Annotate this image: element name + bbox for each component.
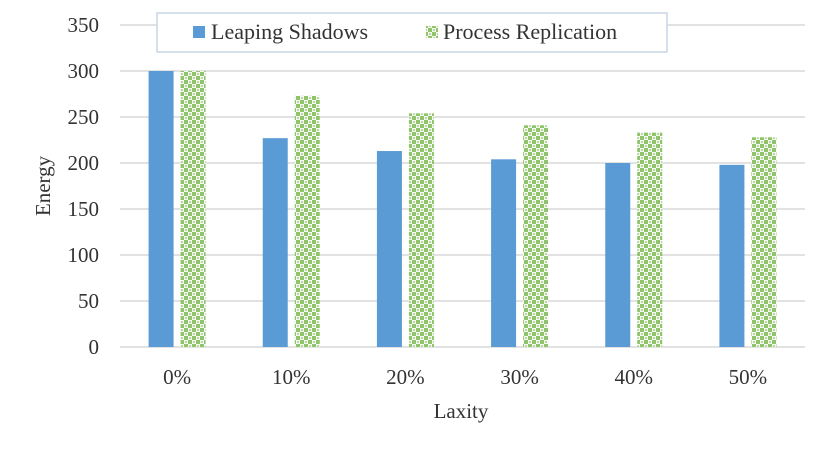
y-tick-label: 200 [68,151,100,175]
bar-process-replication [408,113,434,347]
y-tick-label: 250 [68,105,100,129]
bar-leaping-shadows [376,151,402,347]
bar-leaping-shadows [491,159,517,347]
bar-leaping-shadows [719,164,745,347]
y-tick-label: 50 [78,289,99,313]
x-tick-label: 20% [386,365,425,389]
bar-leaping-shadows [148,71,174,347]
bar-leaping-shadows [605,163,631,347]
x-tick-label: 30% [500,365,539,389]
x-tick-label: 0% [163,365,191,389]
bar-process-replication [294,95,320,347]
gridlines [120,24,805,348]
y-tick-label: 300 [68,59,100,83]
y-axis-ticks: 0 50 100 150 200 250 300 350 [68,13,100,359]
x-tick-label: 10% [272,365,311,389]
legend-box [156,12,668,53]
y-tick-label: 100 [68,243,100,267]
legend-swatch-process-replication [426,26,438,38]
y-tick-label: 150 [68,197,100,221]
bars [148,71,777,347]
bar-process-replication [637,132,663,347]
bar-process-replication [751,137,777,347]
y-tick-label: 0 [89,335,100,359]
legend-label-process-replication: Process Replication [443,19,617,44]
y-tick-label: 350 [68,13,100,37]
legend-label-leaping-shadows: Leaping Shadows [211,19,368,44]
bar-leaping-shadows [262,138,288,347]
x-axis-title: Laxity [434,399,489,423]
legend: Leaping Shadows Process Replication [156,12,668,53]
x-tick-label: 40% [615,365,654,389]
bar-process-replication [523,125,549,347]
y-axis-title: Energy [31,155,55,216]
legend-swatch-leaping-shadows [193,26,205,38]
x-tick-label: 50% [729,365,768,389]
x-axis-ticks: 0% 10% 20% 30% 40% 50% [163,365,767,389]
bar-process-replication [180,71,206,347]
